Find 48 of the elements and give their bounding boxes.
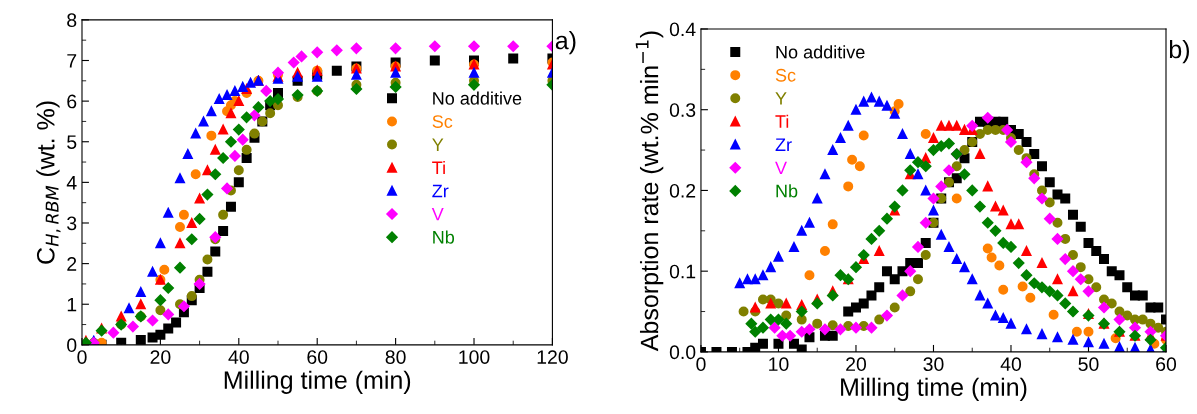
x-tick-label: 80 (385, 350, 406, 365)
x-tick-label: 20 (846, 357, 867, 372)
legend-label: No additive (433, 91, 522, 105)
legend-label: Nb (433, 230, 455, 244)
y-tick-label: 2 (67, 257, 77, 271)
y-tick-label: 0.3 (669, 103, 696, 117)
legend-label: Y (775, 92, 787, 105)
legend-label: Sc (432, 115, 453, 128)
x-tick-label: 10 (769, 357, 789, 372)
x-tick-label: 50 (1078, 357, 1099, 372)
legend-label: Ti (775, 114, 789, 128)
x-tick-label: 100 (459, 350, 490, 365)
legend-label: Zr (432, 184, 449, 198)
x-tick-label: 40 (1000, 357, 1022, 372)
y-tick-label: 0.2 (669, 183, 696, 198)
y-axis-title: C$_{H,RBM}$ (wt. %) (36, 101, 61, 264)
y-tick-label: 3 (67, 216, 77, 231)
y-tick-label: 0.4 (669, 22, 696, 37)
x-tick-label: 20 (150, 350, 171, 365)
y-tick-label: 5 (67, 135, 77, 149)
y-tick-label: 0.1 (669, 264, 696, 279)
y-tick-label: 8 (67, 13, 77, 28)
x-tick-label: 0 (77, 350, 87, 365)
y-tick-label: 6 (67, 94, 77, 109)
x-axis-title: Milling time (min) (841, 377, 1027, 401)
y-tick-label: 0 (67, 338, 77, 353)
x-tick-label: 30 (923, 357, 944, 372)
x-tick-label: 60 (1156, 357, 1177, 372)
legend-label: Ti (432, 160, 445, 175)
x-axis-title: Milling time (min) (224, 370, 411, 394)
y-tick-label: 1 (67, 297, 77, 312)
legend-label: Nb (776, 184, 798, 198)
x-tick-label: 0 (696, 357, 706, 372)
legend-label: V (431, 207, 444, 221)
legend-label: Zr (775, 138, 792, 151)
x-tick-label: 120 (537, 350, 568, 365)
y-tick-label: 7 (67, 54, 77, 68)
y-tick-label: 0.0 (669, 345, 696, 360)
text: a) (555, 30, 576, 55)
legend-label: Y (432, 138, 444, 151)
legend-label: Sc (775, 68, 796, 82)
legend-label: No additive (776, 45, 865, 59)
x-tick-label: 40 (228, 350, 249, 365)
y-axis-title: Absorption rate (wt.% min$^{−1}$) (635, 31, 664, 352)
y-tick-label: 4 (66, 176, 77, 190)
legend-label: V (775, 161, 787, 175)
text: b) (1169, 39, 1189, 64)
x-tick-label: 60 (307, 350, 328, 365)
